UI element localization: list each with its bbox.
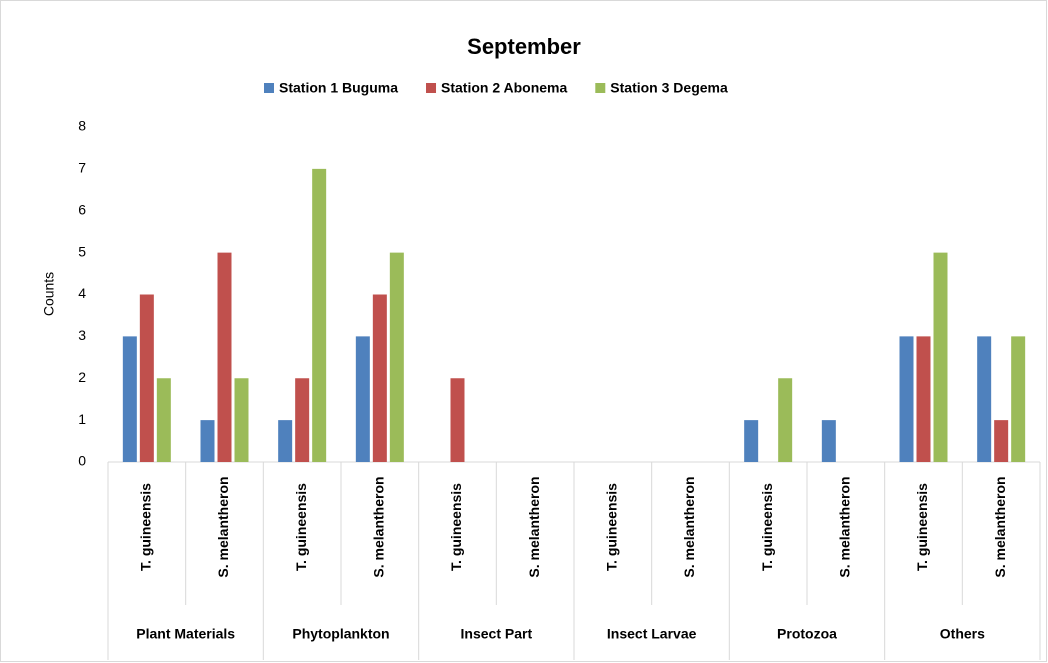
legend-swatch <box>595 83 606 93</box>
bar <box>217 252 232 462</box>
group-label: Protozoa <box>777 626 837 642</box>
bar <box>372 294 387 462</box>
group-label: Insect Larvae <box>607 626 697 642</box>
legend-label: Station 2 Abonema <box>441 80 567 96</box>
x-tick-label: T. guineensis <box>138 483 154 571</box>
y-tick-label: 8 <box>78 118 86 134</box>
x-tick-label: S. melantheron <box>837 476 853 577</box>
legend-swatch <box>426 83 437 93</box>
bar <box>933 252 948 462</box>
bar <box>389 252 404 462</box>
bar <box>994 420 1009 462</box>
x-tick-label: S. melantheron <box>681 476 697 577</box>
bar <box>1011 336 1026 462</box>
y-tick-label: 7 <box>78 160 86 176</box>
y-tick-label: 4 <box>78 285 86 301</box>
y-tick-label: 6 <box>78 201 86 217</box>
bar <box>355 336 370 462</box>
y-axis-label: Counts <box>41 272 57 316</box>
chart-title: September <box>467 34 581 59</box>
bar <box>899 336 914 462</box>
bar <box>977 336 992 462</box>
x-tick-label: T. guineensis <box>914 483 930 571</box>
x-tick-label: S. melantheron <box>992 476 1008 577</box>
bar <box>200 420 215 462</box>
x-tick-label: T. guineensis <box>604 483 620 571</box>
bar <box>916 336 931 462</box>
bar <box>778 378 793 462</box>
bar <box>278 420 293 462</box>
group-label: Plant Materials <box>136 626 235 642</box>
x-tick-label: T. guineensis <box>759 483 775 571</box>
x-tick-label: T. guineensis <box>448 483 464 571</box>
legend-label: Station 1 Buguma <box>279 80 398 96</box>
bar <box>156 378 171 462</box>
bar <box>744 420 759 462</box>
bar <box>122 336 137 462</box>
legend-swatch <box>264 83 274 93</box>
bar <box>234 378 249 462</box>
group-label: Insect Part <box>461 626 533 642</box>
x-tick-label: S. melantheron <box>215 476 231 577</box>
legend-label: Station 3 Degema <box>610 80 728 96</box>
x-tick-label: S. melantheron <box>371 476 387 577</box>
x-tick-label: T. guineensis <box>293 483 309 571</box>
y-tick-label: 0 <box>78 453 86 469</box>
y-tick-label: 3 <box>78 327 86 343</box>
y-tick-label: 5 <box>78 243 86 259</box>
bar <box>295 378 310 462</box>
y-tick-label: 2 <box>78 369 86 385</box>
group-label: Phytoplankton <box>292 626 389 642</box>
bar <box>450 378 465 462</box>
group-label: Others <box>940 626 985 642</box>
x-tick-label: S. melantheron <box>526 476 542 577</box>
bar <box>312 168 327 462</box>
y-tick-label: 1 <box>78 411 86 427</box>
bar <box>139 294 154 462</box>
bar <box>821 420 836 462</box>
